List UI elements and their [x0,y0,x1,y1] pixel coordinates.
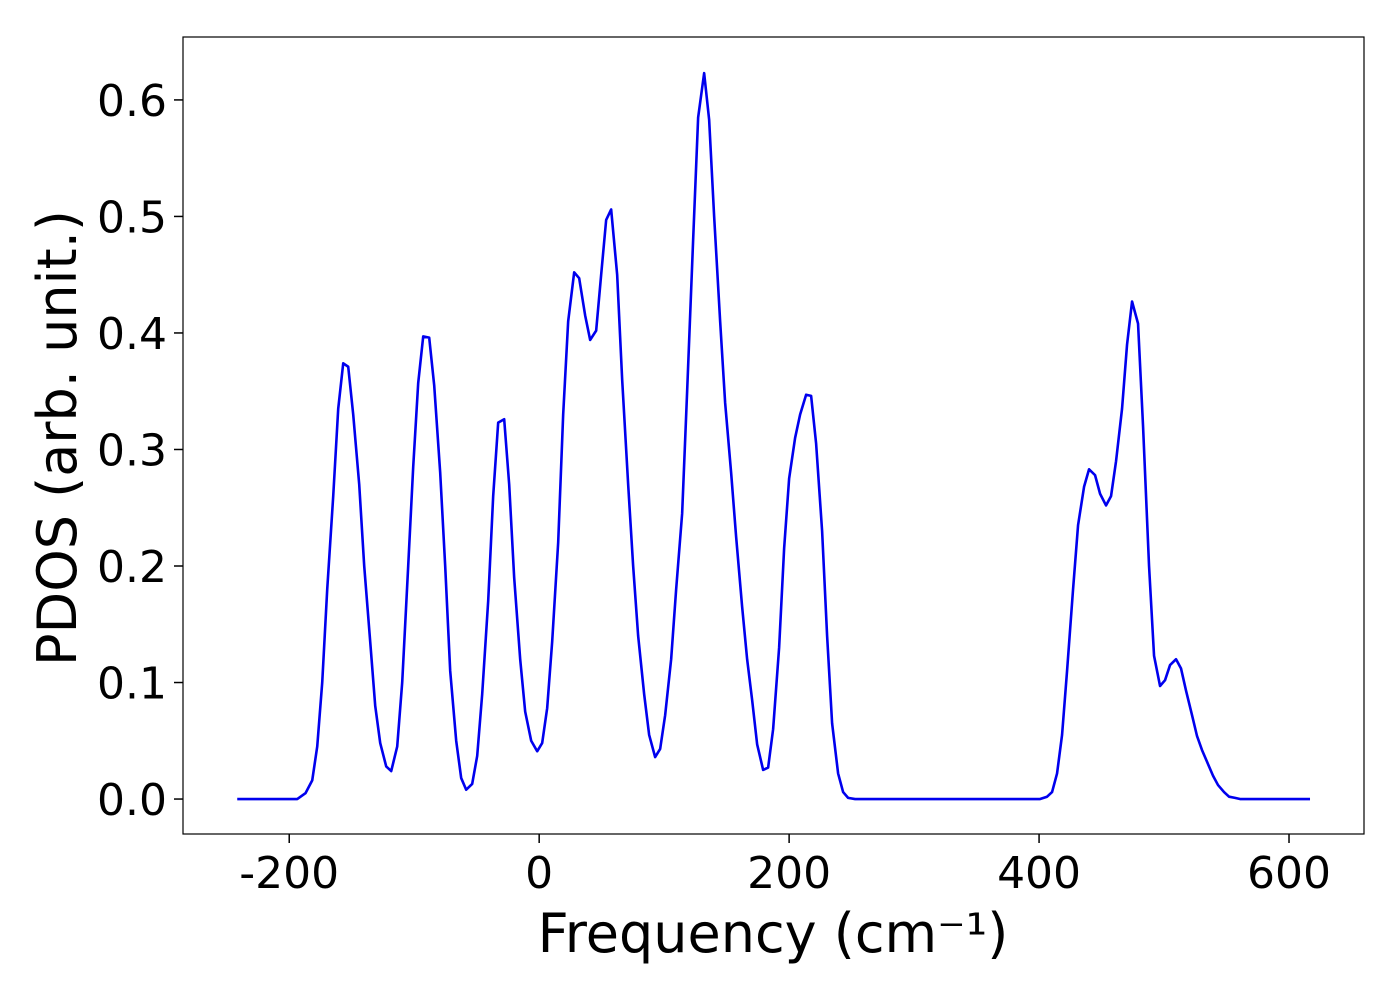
y-tick-label: 0.3 [97,425,167,476]
y-tick-label: 0.0 [97,775,167,826]
line [237,71,1311,801]
x-tick-label: 200 [747,848,831,899]
y-tick-label: 0.1 [97,659,167,710]
x-tick-label: 400 [997,848,1081,899]
y-tick-label: 0.6 [97,76,167,127]
x-tick-label: 600 [1247,848,1331,899]
x-tick-label: -200 [239,848,339,899]
y-axis-label: PDOS (arb. unit.) [26,210,89,666]
y-tick-label: 0.5 [97,192,167,243]
y-tick-label: 0.2 [97,542,167,593]
plot-frame [182,36,1365,835]
y-tick-label: 0.4 [97,309,167,360]
x-tick-label: 0 [525,848,553,899]
x-axis-label: Frequency (cm⁻¹) [538,902,1009,965]
